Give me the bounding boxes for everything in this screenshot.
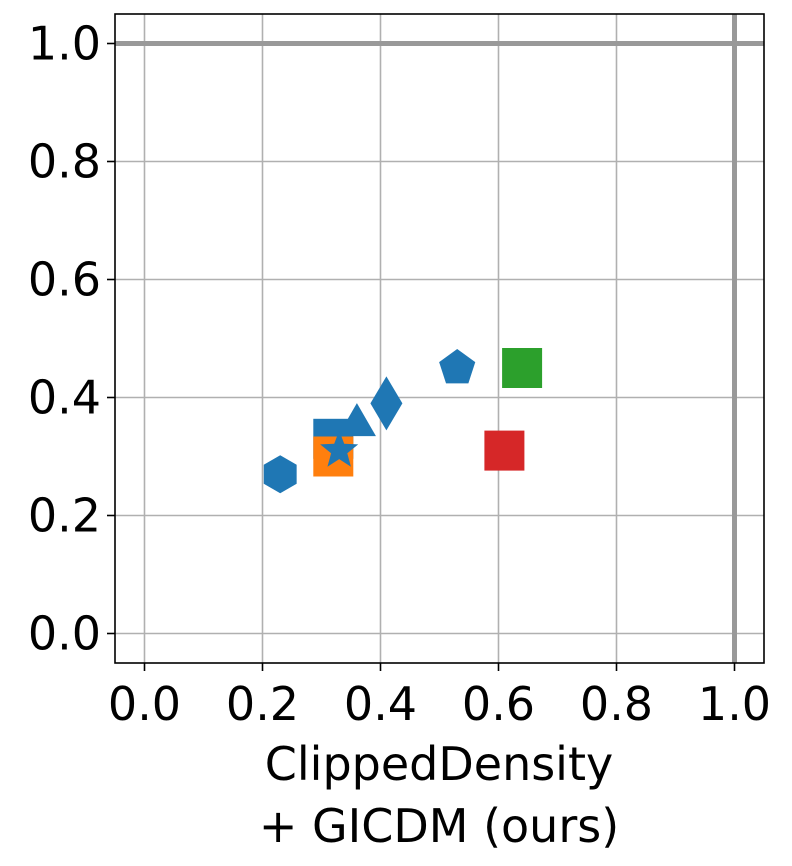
data-points [263,348,543,494]
x-tick-label: 0.8 [580,677,653,731]
x-axis-label-line-1: ClippedDensity [265,737,613,791]
x-tick-label: 0.4 [344,677,417,731]
x-tick-label: 0.0 [108,677,181,731]
data-point-triangle-2 [337,403,376,437]
plot-background [115,14,764,663]
reference-lines [115,14,764,663]
data-point-pentagon-4 [439,349,476,384]
y-tick-label: 0.2 [28,489,101,543]
x-tick-label: 0.6 [462,677,535,731]
x-axis-label-line-2: + GICDM (ours) [259,799,619,853]
plot-frame [114,13,765,664]
data-point-star-8 [320,430,359,467]
data-point-hexagon-0 [263,455,297,494]
x-axis-ticks: 0.0 0.2 0.4 0.6 0.8 1.0 [108,663,771,731]
x-tick-label: 0.2 [226,677,299,731]
y-tick-label: 0.0 [28,607,101,661]
data-point-square-6 [484,430,525,471]
data-point-diamond-3 [370,376,403,431]
data-point-square-5 [502,348,543,388]
y-axis-ticks: 0.0 0.2 0.4 0.6 0.8 1.0 [28,17,115,661]
y-tick-label: 0.4 [28,371,101,425]
y-tick-label: 1.0 [28,17,101,71]
y-tick-label: 0.6 [28,253,101,307]
y-tick-label: 0.8 [28,135,101,189]
x-tick-label: 1.0 [698,677,771,731]
